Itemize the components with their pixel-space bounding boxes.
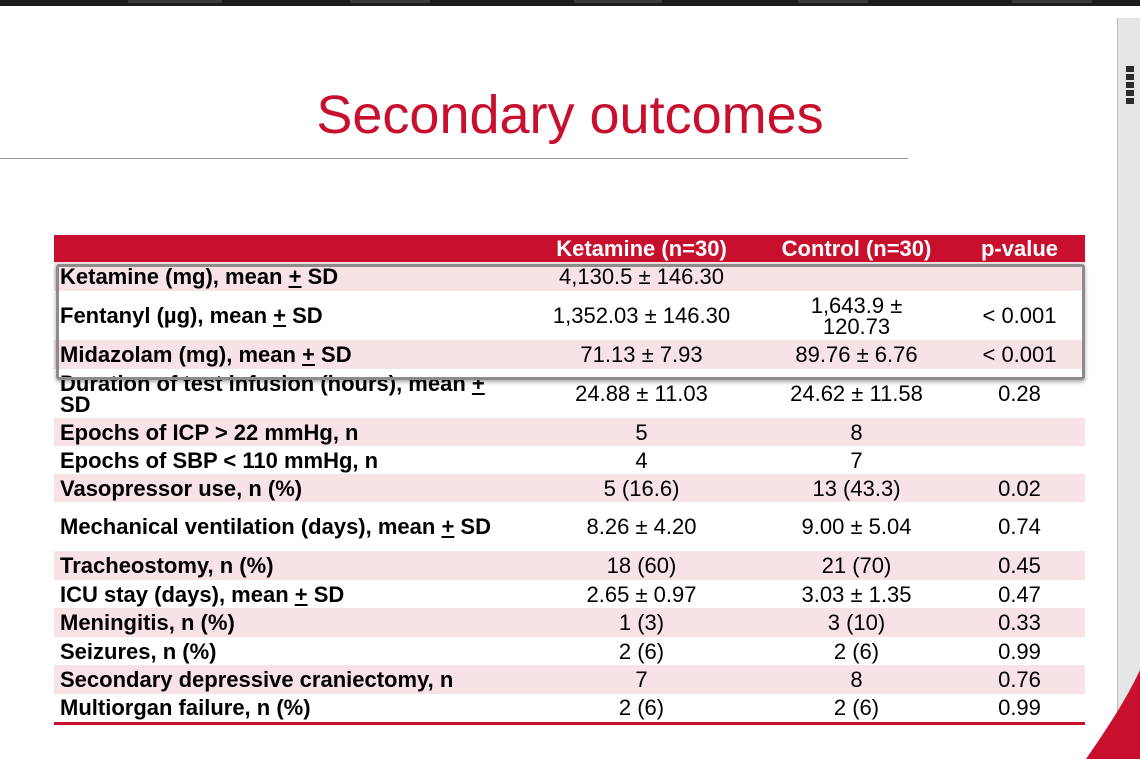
table-row: Secondary depressive craniectomy, n 7 8 … [54,665,1085,694]
corner-accent-shape [1086,670,1140,759]
top-bar-tab[interactable] [574,0,662,3]
ketamine-value: 2 (6) [618,638,665,664]
control-value: 8 [850,419,863,445]
row-label: Vasopressor use, n (%) [60,475,303,501]
table-row: Meningitis, n (%) 1 (3) 3 (10) 0.33 [54,608,1085,637]
ketamine-value: 1 (3) [618,610,665,635]
p-value: < 0.001 [982,342,1057,367]
side-panel-divider [1117,18,1118,759]
slide-title: Secondary outcomes [316,85,824,145]
title-divider [0,158,908,159]
table-row: Mechanical ventilation (days), mean + SD… [54,502,1085,551]
control-value: 21 (70) [821,553,892,578]
control-value: 2 (6) [833,695,880,721]
p-value: 0.02 [998,475,1041,501]
p-value: 0.33 [998,610,1041,635]
row-label: Epochs of SBP < 110 mmHg, n [60,447,379,473]
header-p-value: p-value [980,236,1059,261]
control-value: 24.62 ± 11.58 [790,381,923,406]
header-control: Control (n=30) [781,236,932,261]
table-row: Fentanyl (µg), mean + SD 1,352.03 ± 146.… [54,291,1085,340]
ketamine-value: 7 [635,667,648,692]
p-value: 0.99 [998,695,1041,721]
ketamine-value: 24.88 ± 11.03 [575,381,708,406]
row-label: Meningitis, n (%) [60,610,235,635]
control-value: 2 (6) [833,638,880,664]
control-value: 89.76 ± 6.76 [795,342,918,367]
p-value: 0.45 [998,553,1041,578]
p-value: < 0.001 [982,303,1057,328]
side-panel-handle-icon[interactable] [1126,66,1136,112]
top-bar-tab[interactable] [798,0,868,3]
header-outcome [54,235,524,262]
header-ketamine: Ketamine (n=30) [556,236,727,261]
control-value: 13 (43.3) [812,475,901,501]
table-row: Seizures, n (%) 2 (6) 2 (6) 0.99 [54,637,1085,665]
ketamine-value: 8.26 ± 4.20 [586,514,697,539]
window-top-bar [0,0,1140,6]
row-label: ICU stay (days), mean + SD [60,581,345,607]
control-value: 9.00 ± 5.04 [801,514,912,539]
control-value: 3.03 ± 1.35 [801,581,912,607]
row-label: Epochs of ICP > 22 mmHg, n [60,419,359,445]
ketamine-value: 4 [635,447,648,473]
ketamine-value: 18 (60) [606,553,677,578]
row-label: Multiorgan failure, n (%) [60,695,311,721]
side-panel-edge [1118,18,1140,759]
highlight-box [56,264,1085,380]
control-value: 7 [850,447,863,473]
p-value: 0.74 [998,514,1041,539]
p-value: 0.99 [998,638,1041,664]
p-value [954,418,1085,446]
ketamine-value: 2 (6) [618,695,665,721]
control-value: 8 [850,667,863,692]
top-bar-tab[interactable] [1012,0,1092,3]
p-value: 0.47 [998,581,1041,607]
control-value: 3 (10) [827,610,886,635]
ketamine-value: 1,352.03 ± 146.30 [552,303,731,328]
row-label: Seizures, n (%) [60,638,217,664]
ketamine-value: 4,130.5 ± 146.30 [559,264,724,289]
row-label: Secondary depressive craniectomy, n [60,667,454,692]
table-row: Epochs of ICP > 22 mmHg, n 5 8 [54,418,1085,446]
top-bar-tab[interactable] [128,0,222,3]
p-value: 0.76 [998,667,1041,692]
table-row: Multiorgan failure, n (%) 2 (6) 2 (6) 0.… [54,694,1085,723]
table-header-row: Ketamine (n=30) Control (n=30) p-value [54,235,1085,262]
ketamine-value: 5 [635,419,648,445]
table-row: Vasopressor use, n (%) 5 (16.6) 13 (43.3… [54,474,1085,502]
table-row: Epochs of SBP < 110 mmHg, n 4 7 [54,446,1085,474]
row-label: Mechanical ventilation (days), mean + SD [60,514,491,539]
ketamine-value: 5 (16.6) [603,475,680,501]
table-row: ICU stay (days), mean + SD 2.65 ± 0.97 3… [54,580,1085,608]
secondary-outcomes-table: Ketamine (n=30) Control (n=30) p-value K… [54,235,1085,725]
ketamine-value: 2.65 ± 0.97 [586,581,697,607]
top-bar-tab[interactable] [350,0,430,3]
table-row: Tracheostomy, n (%) 18 (60) 21 (70) 0.45 [54,551,1085,580]
p-value: 0.28 [998,381,1041,406]
row-label: Midazolam (mg), mean + SD [60,342,352,367]
p-value [954,446,1085,474]
row-label: Ketamine (mg), mean + SD [60,264,339,289]
ketamine-value: 71.13 ± 7.93 [580,342,703,367]
control-value: 1,643.9 ± 120.73 [810,292,903,339]
row-label: Fentanyl (µg), mean + SD [60,303,323,328]
row-label: Tracheostomy, n (%) [60,553,274,578]
table-row: Midazolam (mg), mean + SD 71.13 ± 7.93 8… [54,340,1085,369]
